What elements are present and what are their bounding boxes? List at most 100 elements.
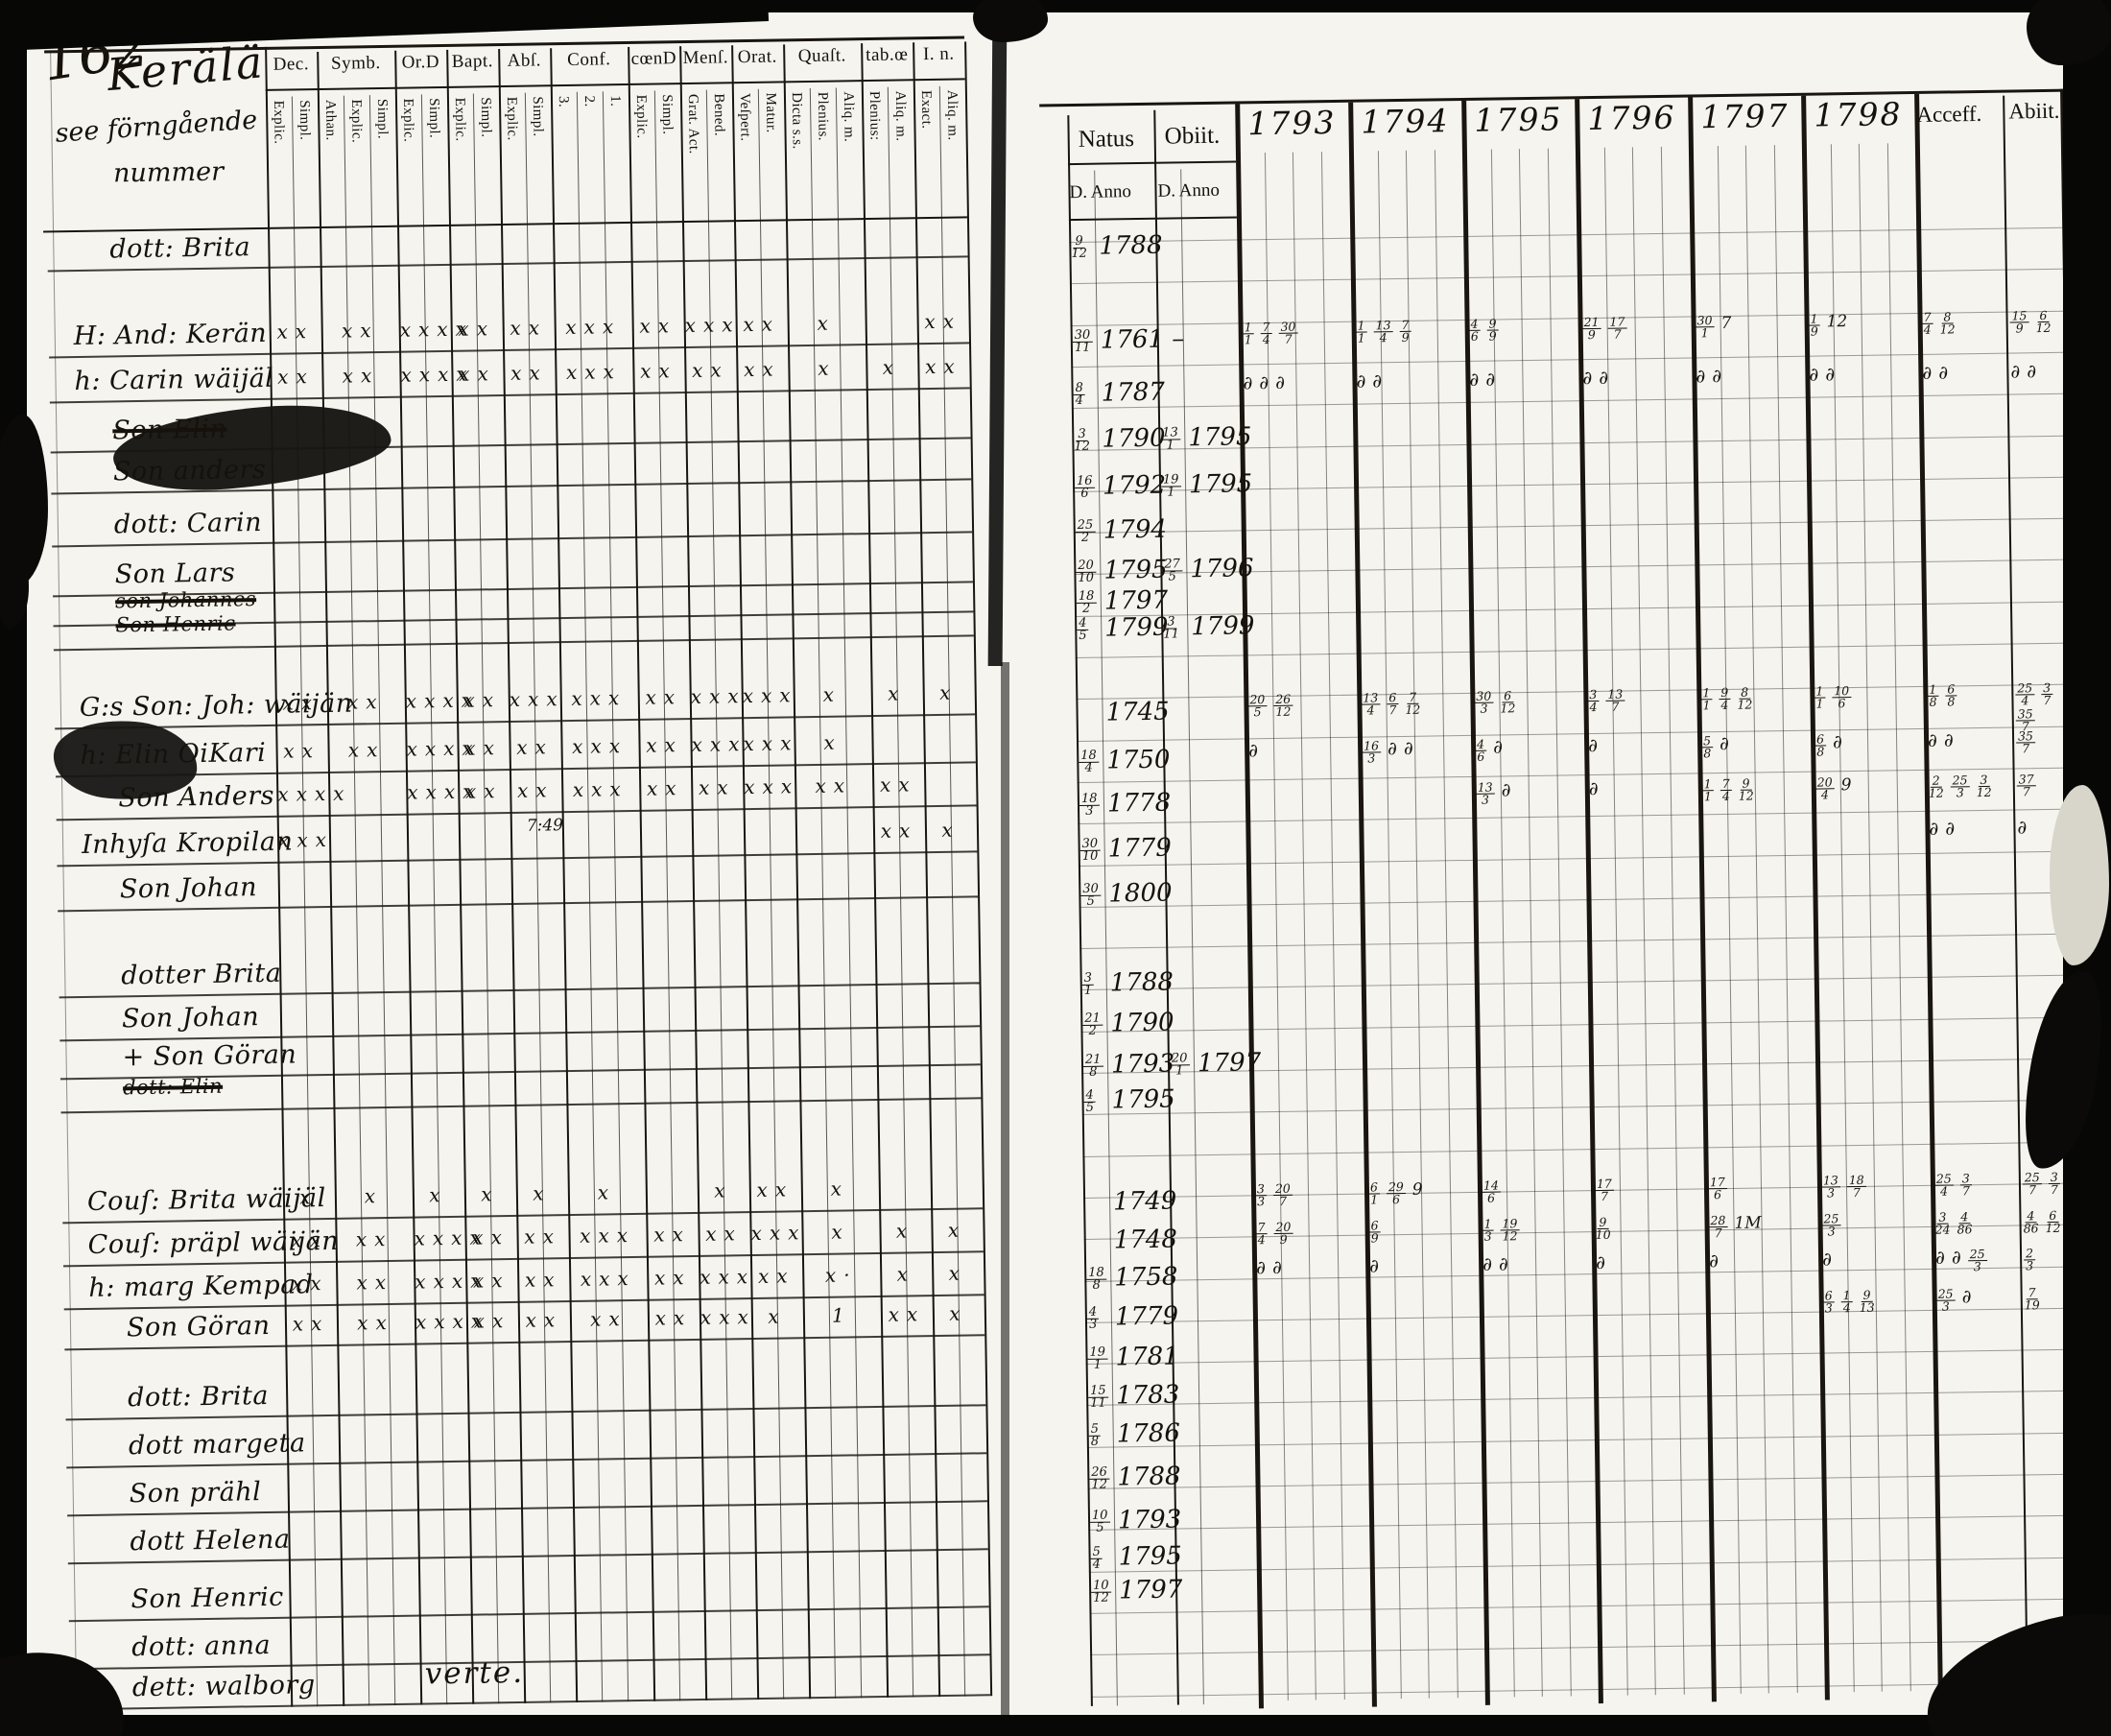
attendance-marks: xxx: [690, 684, 747, 709]
natus-year: 1795: [1111, 1084, 1175, 1115]
ditto-mark: ∂: [1259, 372, 1269, 394]
column-group-label: Menſ.: [682, 47, 729, 69]
person-name: Son Johan: [121, 1002, 260, 1034]
ditto-mark: ∂: [1712, 366, 1722, 388]
scan-edge-bottom: [0, 1715, 2111, 1736]
scan-smudge-left: [0, 537, 29, 629]
person-name: Son anders: [112, 454, 267, 488]
ditto-mark: ∂: [1961, 1286, 1972, 1308]
communion-cell: 3 4 13 7: [1587, 687, 1693, 714]
natus-year: 1795: [1118, 1541, 1183, 1572]
communion-cell: 1 1 10 6: [1814, 683, 1919, 711]
grid-line-v: [887, 86, 914, 1698]
column-sub-label: Athan.: [321, 99, 339, 141]
person-name: son Johannes: [114, 587, 257, 613]
grid-line-h: [1069, 269, 2063, 285]
attendance-marks: x: [948, 1261, 968, 1285]
natus-date: 21 8: [1082, 1053, 1108, 1080]
natus-year: 1790: [1110, 1008, 1174, 1038]
access-cell: 3 24 4 86: [1934, 1209, 2015, 1237]
date-fraction: 20 4: [1815, 774, 1835, 802]
column-group-label: Symb.: [330, 52, 381, 74]
ditto-mark: ∂: [1271, 1256, 1282, 1279]
natus-year: 1790: [1102, 423, 1166, 454]
ditto-mark: ∂: [1498, 1253, 1508, 1275]
attendance-marks: xx: [346, 690, 385, 714]
attendance-marks: xxxx: [405, 688, 481, 713]
attendance-marks: xx: [924, 354, 962, 379]
date-fraction: 4 86: [1957, 1209, 1973, 1237]
attendance-marks: x: [299, 1185, 319, 1209]
natus-year: 1788: [1117, 1462, 1181, 1492]
natus-year: 1793: [1110, 1049, 1175, 1080]
date-fraction: 10 12: [1090, 1578, 1111, 1605]
attendance-marks: xx: [589, 1307, 628, 1331]
date-fraction: 9 12: [1071, 233, 1088, 262]
attendance-marks: xx: [291, 1228, 329, 1252]
communion-cell: 20 4 9: [1815, 774, 1921, 802]
column-sub-label: Simpl.: [658, 94, 676, 135]
natus-date: 18 8: [1086, 1266, 1111, 1293]
grid-line-v: [913, 42, 941, 1698]
attendance-marks: xxxx: [415, 1309, 490, 1334]
date-fraction: 7 19: [2024, 1285, 2040, 1313]
abiit-cell: 35 7: [2015, 728, 2066, 755]
attendance-marks: x: [830, 1177, 850, 1201]
ditto-mark: ∂: [2017, 817, 2028, 839]
natus-year: 1779: [1114, 1301, 1179, 1332]
column-sub-label: Dicta s.s.: [788, 92, 805, 150]
natus-date: 9 12: [1071, 233, 1096, 262]
date-fraction: 37 7: [2016, 772, 2036, 799]
grid-line-v: [550, 48, 579, 1703]
communion-cell: 6 8 ∂: [1814, 731, 1920, 759]
person-name: h: Elin OiKari: [80, 737, 267, 772]
grid-line-h: [43, 216, 967, 233]
date-fraction: 27 5: [1162, 557, 1182, 584]
natus-date: 16 6: [1074, 473, 1100, 501]
ditto-mark: ∂: [1929, 818, 1939, 840]
natus-date: 21 2: [1082, 1011, 1107, 1038]
date-fraction: 30 3: [1474, 688, 1494, 716]
column-sub-label: 1.: [606, 95, 624, 107]
date-fraction: 19 1: [1160, 472, 1181, 500]
grid-line-h: [265, 78, 965, 91]
ditto-mark: ∂: [1595, 1251, 1606, 1274]
date-fraction: 16 6: [1074, 473, 1095, 501]
communion-cell: 21 9 17 7: [1581, 314, 1688, 342]
ditto-mark: ∂: [2027, 361, 2037, 383]
attendance-marks: xx: [743, 357, 781, 382]
access-cell: ∂ ∂ 25 3: [1935, 1247, 2016, 1273]
natus-year: 1788: [1109, 967, 1174, 998]
natus-year: 1792: [1102, 470, 1167, 501]
attendance-marks: xx: [525, 1308, 563, 1332]
column-group-label: Bapt.: [451, 51, 494, 72]
column-sub-label: Plenius.: [814, 91, 831, 142]
obiit-date: 13 1: [1160, 425, 1185, 453]
date-fraction: 20 10: [1076, 558, 1096, 585]
ditto-mark: ∂: [1243, 372, 1253, 394]
date-fraction: 25 3: [1935, 1286, 1956, 1314]
grid-line-h: [1071, 351, 2065, 368]
natus-date: 18 3: [1079, 792, 1104, 819]
communion-cell: ∂: [1595, 1251, 1701, 1274]
natus-year: 1761 –: [1100, 324, 1185, 355]
attendance-marks: xxx: [684, 313, 741, 338]
grid-line-h: [1082, 1141, 2076, 1157]
attendance-marks: xx: [888, 1302, 926, 1326]
paper-spread: [17, 6, 2063, 1725]
obiit-date: 3 11: [1163, 614, 1188, 641]
attendance-marks: xx: [524, 1225, 562, 1248]
scan-corner-top-right: [2027, 0, 2111, 65]
natus-header: Natus: [1078, 126, 1135, 153]
natus-year: 1745: [1105, 697, 1170, 727]
